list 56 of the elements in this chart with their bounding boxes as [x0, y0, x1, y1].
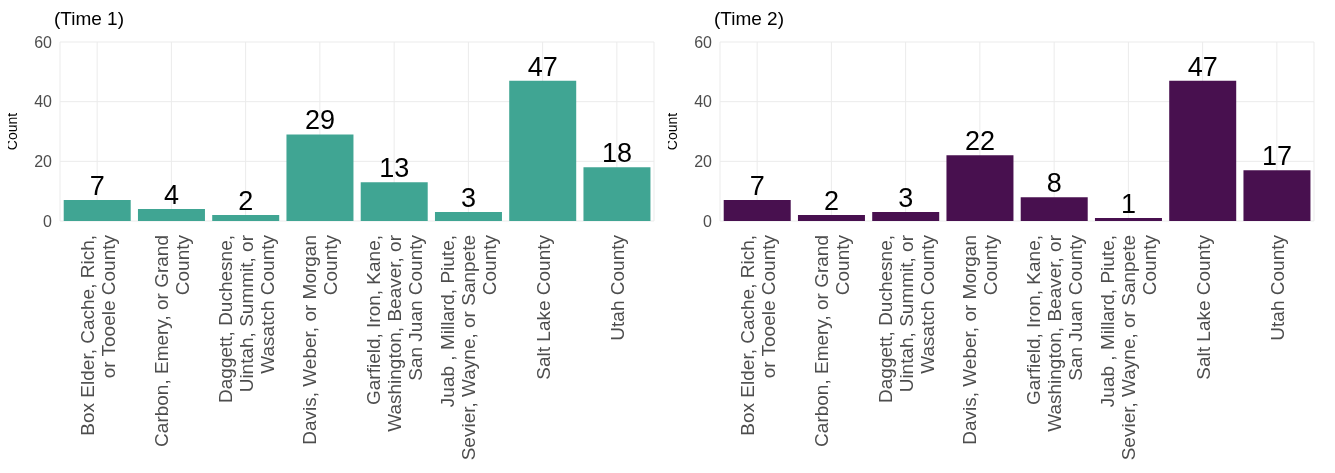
bar	[872, 212, 940, 221]
x-tick-label: Utah County	[606, 234, 628, 341]
bar	[946, 155, 1014, 221]
y-tick-label: 0	[703, 212, 713, 230]
data-label: 13	[379, 153, 410, 184]
bar	[1243, 170, 1311, 221]
data-label: 1	[1120, 189, 1136, 220]
data-label: 7	[749, 171, 765, 202]
x-tick-label: Salt Lake County	[532, 234, 554, 380]
y-tick-label: 0	[43, 212, 53, 230]
bar	[286, 134, 354, 221]
data-label: 4	[163, 180, 179, 211]
data-label: 3	[460, 183, 476, 214]
bar	[509, 80, 577, 221]
data-label: 22	[964, 126, 995, 157]
y-tick-label: 40	[34, 93, 53, 111]
x-tick-label: Box Elder, Cache, Rich, or Tooele County	[76, 234, 119, 436]
data-label: 17	[1261, 141, 1292, 172]
bar	[797, 215, 865, 221]
data-label: 18	[601, 138, 632, 169]
data-label: 3	[898, 183, 914, 214]
y-axis-title: Count	[663, 112, 680, 151]
data-label: 47	[1187, 51, 1218, 82]
bar	[1094, 218, 1162, 221]
y-tick-label: 40	[694, 93, 713, 111]
x-tick-label: Utah County	[1266, 234, 1288, 341]
bar	[360, 182, 428, 221]
y-axis-title: Count	[3, 112, 20, 151]
x-tick-label: Garfield, Iron, Kane, Washington, Beaver, or San Juan County	[363, 234, 427, 432]
x-tick-label: Davis, Weber, or Morgan County	[299, 234, 342, 445]
data-label: 29	[304, 105, 335, 136]
bar	[137, 209, 205, 221]
x-tick-label: Juab , Millard, Piute, Sevier, Wayne, or Sanpete County	[437, 234, 501, 461]
bar	[1169, 80, 1237, 221]
bar	[212, 215, 280, 221]
x-tick-label: Davis, Weber, or Morgan County	[959, 234, 1002, 445]
data-label: 8	[1046, 168, 1062, 199]
x-tick-label: Juab , Millard, Piute, Sevier, Wayne, or Sanpete County	[1097, 234, 1161, 461]
bar	[63, 200, 131, 221]
x-tick-label: Garfield, Iron, Kane, Washington, Beaver, or San Juan County	[1023, 234, 1087, 432]
y-tick-label: 20	[694, 153, 713, 171]
bar	[723, 200, 791, 221]
x-tick-label: Box Elder, Cache, Rich, or Tooele County	[736, 234, 779, 436]
bar	[434, 212, 502, 221]
chart-title: (Time 2)	[713, 8, 786, 31]
y-tick-label: 20	[34, 153, 53, 171]
y-tick-label: 60	[694, 33, 713, 51]
y-tick-label: 60	[34, 33, 53, 51]
chart-title: (Time 1)	[53, 8, 126, 31]
data-label: 7	[89, 171, 105, 202]
x-tick-label: Salt Lake County	[1192, 234, 1214, 380]
data-label: 47	[527, 51, 558, 82]
data-label: 2	[823, 186, 839, 217]
bar	[1020, 197, 1088, 221]
bar	[583, 167, 651, 221]
data-label: 2	[238, 186, 254, 217]
